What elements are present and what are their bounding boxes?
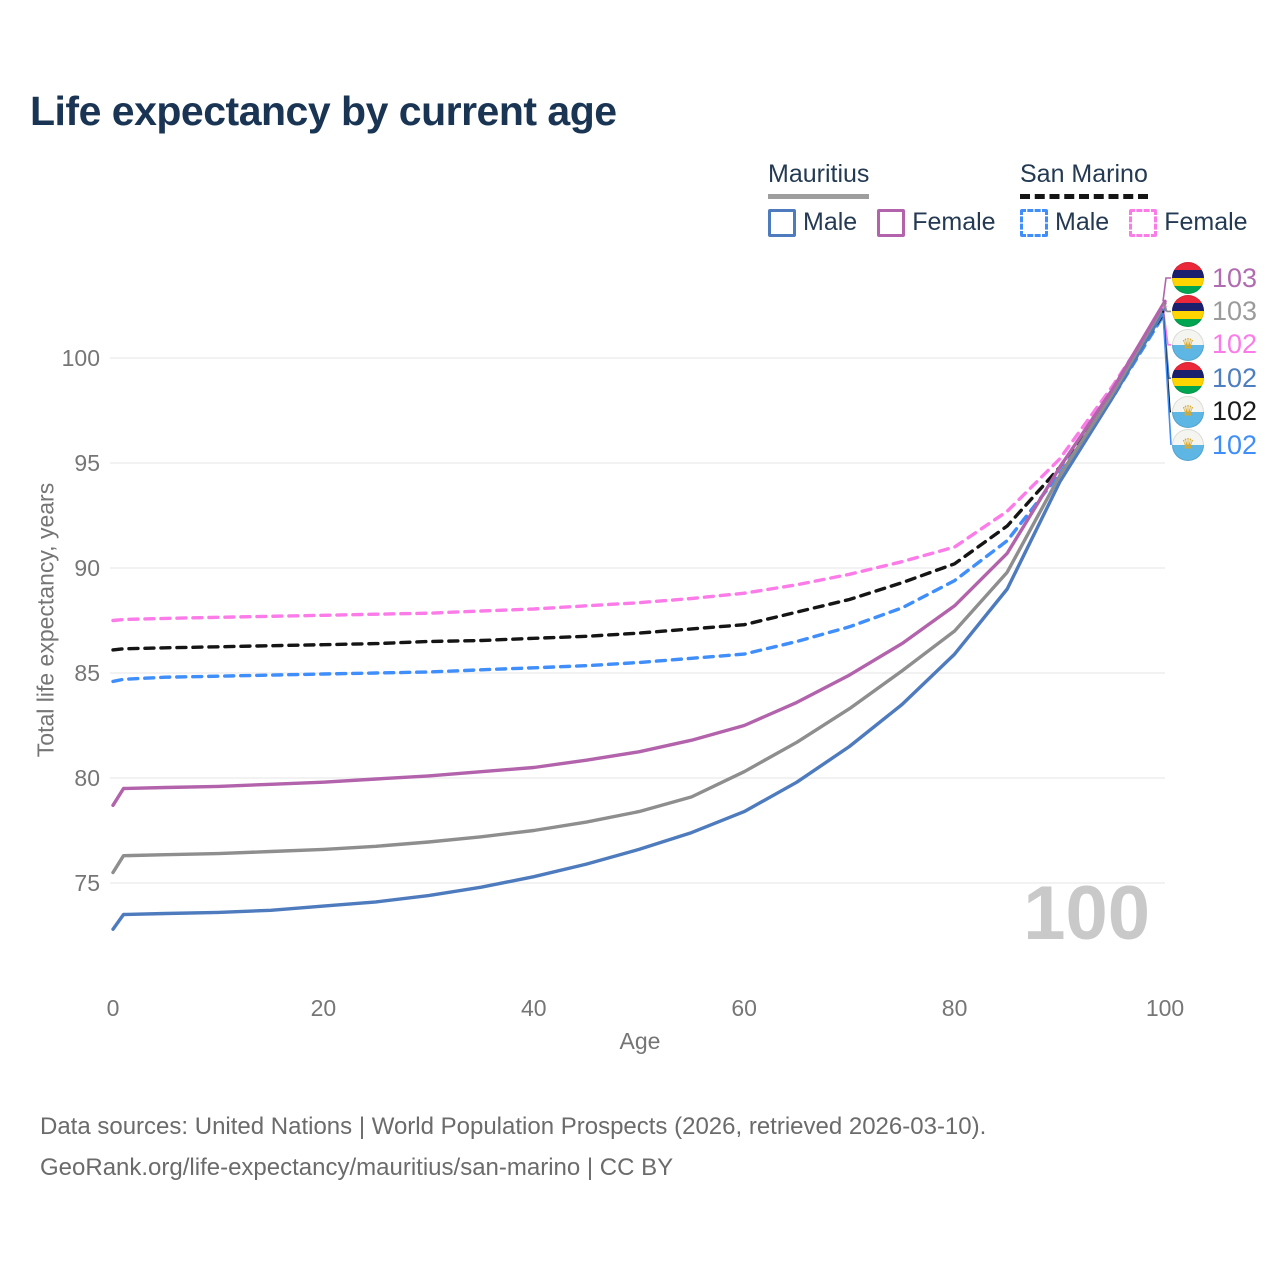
series-line-san-marino-female[interactable] [111,304,1167,623]
y-tick-90: 90 [74,555,100,581]
legend-item-san-marino-female[interactable]: Female [1129,208,1248,237]
series-line-san-marino-male[interactable] [111,311,1167,684]
age-watermark: 100 [1023,871,1150,956]
x-tick-40: 40 [521,995,547,1021]
legend-item-mauritius-female[interactable]: Female [877,208,996,237]
end-label-connector-mauritius-female [1162,277,1171,302]
series-line-mauritius-total[interactable] [111,301,1167,875]
y-axis-title: Total life expectancy, years [32,482,59,758]
legend-group-mauritius: Mauritius Male Female [768,160,996,237]
legend-items-san-marino: Male Female [1020,208,1248,237]
legend-swatch-icon [877,208,906,237]
legend-item-label: Female [1164,208,1248,236]
end-label-connector-san-marino-male [1162,312,1172,446]
footer-data-sources: Data sources: United Nations | World Pop… [40,1113,987,1140]
y-tick-80: 80 [74,765,100,791]
page-title: Life expectancy by current age [30,88,617,134]
legend-item-label: Female [912,208,996,236]
y-tick-95: 95 [74,450,100,476]
legend-group-san-marino: San Marino Male Female [1020,160,1248,237]
x-tick-100: 100 [1146,995,1184,1021]
series-line-mauritius-female[interactable] [111,299,1167,807]
legend-swatch-icon [768,208,796,237]
legend-item-san-marino-male[interactable]: Male [1020,208,1109,237]
legend-item-label: Male [803,208,858,236]
legend-items-mauritius: Male Female [768,208,996,237]
x-axis-title: Age [619,1028,661,1054]
y-tick-100: 100 [62,345,100,371]
legend-item-mauritius-male[interactable]: Male [768,208,857,237]
series-line-mauritius-male[interactable] [111,307,1167,931]
legend-header-san-marino: San Marino [1020,160,1148,199]
x-tick-0: 0 [107,995,120,1021]
x-tick-60: 60 [731,995,757,1021]
y-tick-75: 75 [74,870,100,896]
legend-swatch-icon [1129,208,1158,237]
end-label-connector-mauritius-total [1162,303,1171,313]
x-tick-80: 80 [942,995,968,1021]
legend-swatch-icon [1020,208,1048,237]
legend-header-mauritius: Mauritius [768,160,870,199]
legend-item-label: Male [1055,208,1110,236]
x-tick-20: 20 [311,995,337,1021]
series-line-san-marino-total[interactable] [111,309,1167,652]
y-tick-85: 85 [74,660,100,686]
footer-attribution: GeoRank.org/life-expectancy/mauritius/sa… [40,1154,674,1181]
footer: Data sources: United Nations | World Pop… [40,1106,986,1188]
